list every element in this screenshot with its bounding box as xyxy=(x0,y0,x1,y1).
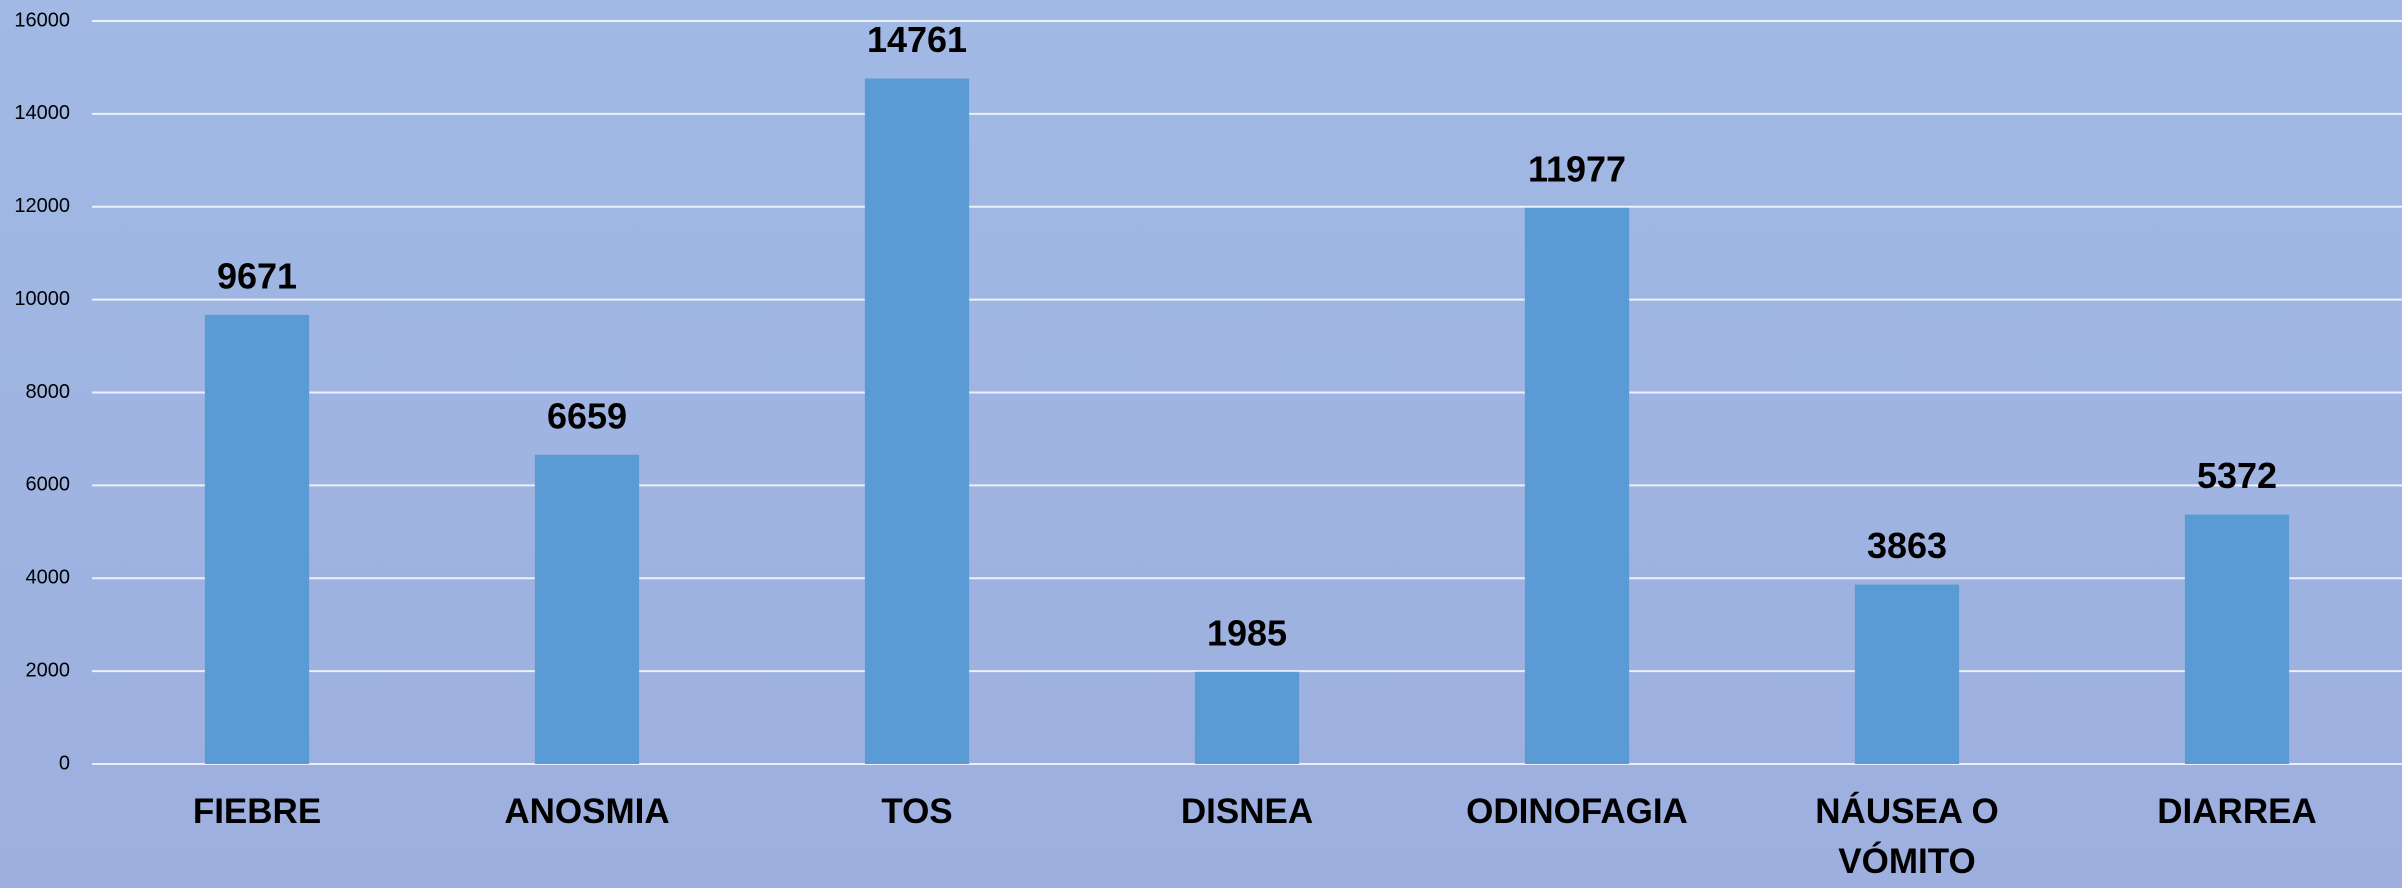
y-tick-label: 0 xyxy=(59,752,70,774)
value-label: 5372 xyxy=(2197,455,2277,496)
x-tick-label: NÁUSEA O VÓMITO xyxy=(1815,792,1999,881)
bar xyxy=(1194,671,1300,764)
y-tick-label: 2000 xyxy=(26,659,71,681)
value-label: 6659 xyxy=(547,395,627,436)
y-tick-label: 10000 xyxy=(14,288,70,310)
value-label: 1985 xyxy=(1207,612,1287,653)
value-label: 11977 xyxy=(1528,148,1626,189)
x-tick-label: ODINOFAGIA xyxy=(1466,792,1688,831)
y-tick-label: 8000 xyxy=(26,381,71,403)
x-tick-label: DISNEA xyxy=(1180,792,1314,831)
x-tick-label: DIARREA xyxy=(2157,792,2317,831)
value-label: 9671 xyxy=(217,255,297,296)
bar xyxy=(534,454,640,764)
x-tick-label: TOS xyxy=(881,792,953,831)
bar xyxy=(864,78,970,764)
x-tick-label: ANOSMIA xyxy=(504,792,670,831)
y-tick-label: 4000 xyxy=(26,567,71,589)
bar xyxy=(2184,514,2290,764)
value-label: 3863 xyxy=(1867,525,1947,566)
bar xyxy=(204,314,310,764)
y-tick-label: 16000 xyxy=(14,9,70,31)
y-tick-label: 6000 xyxy=(26,474,71,496)
y-tick-label: 14000 xyxy=(14,102,70,124)
bar xyxy=(1854,584,1960,764)
bar xyxy=(1524,207,1630,765)
x-tick-label: FIEBRE xyxy=(192,792,322,831)
value-label: 14761 xyxy=(867,19,967,60)
y-tick-label: 12000 xyxy=(14,195,70,217)
